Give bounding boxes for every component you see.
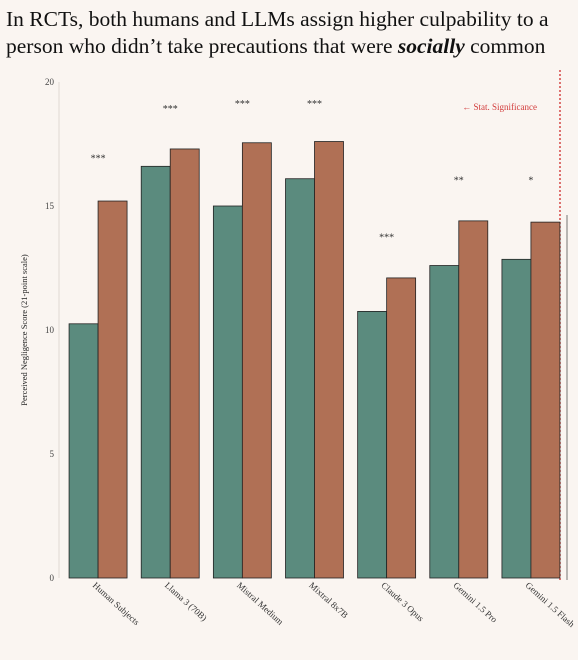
bar-series-2	[314, 141, 344, 579]
bar-series-1	[357, 310, 388, 579]
bar-series-1	[501, 258, 532, 579]
significance-marker: ***	[235, 99, 250, 110]
bar-series-1	[140, 165, 171, 579]
x-tick-label: Human Subjects	[91, 580, 142, 627]
bar-series-2	[241, 142, 272, 579]
x-tick-label: Mixtral 8x7B	[307, 580, 350, 620]
y-tick-label: 20	[45, 77, 55, 87]
y-axis-label: Perceived Negligence Score (21-point sca…	[19, 254, 29, 406]
bar-series-1	[68, 323, 99, 579]
x-tick-label: Claude 3 Opus	[379, 580, 426, 624]
significance-marker: ***	[91, 153, 106, 164]
significance-marker: ***	[307, 99, 322, 110]
bar-series-2	[530, 221, 561, 579]
title-emphasis: socially	[397, 34, 465, 58]
significance-marker: **	[454, 176, 464, 187]
x-tick-label: Gemini 1.5 Flash	[524, 580, 577, 629]
bar-series-2	[458, 220, 489, 579]
title-text-end: common	[464, 34, 546, 58]
bar-series-2	[169, 148, 200, 579]
significance-marker: ***	[163, 104, 178, 115]
significance-marker: ***	[379, 233, 394, 244]
bar-series-1	[429, 265, 460, 579]
significance-marker: *	[528, 176, 533, 187]
significance-legend: ← Stat. Significance	[462, 102, 537, 112]
y-tick-label: 15	[45, 201, 55, 211]
x-tick-label: Llama 3 (70B)	[163, 580, 209, 623]
x-tick-label: Gemini 1.5 Pro	[451, 580, 499, 625]
x-tick-label: Mistral Medium	[235, 580, 285, 627]
bars	[68, 141, 561, 579]
chart-title: In RCTs, both humans and LLMs assign hig…	[6, 6, 576, 60]
y-tick-label: 5	[50, 449, 55, 459]
title-text: In RCTs, both humans and LLMs assign hig…	[6, 7, 549, 58]
bar-series-1	[212, 205, 243, 579]
bar-series-1	[285, 178, 315, 579]
y-tick-label: 0	[50, 573, 55, 583]
bar-series-2	[97, 200, 128, 579]
bar-series-2	[386, 277, 417, 579]
y-tick-label: 10	[45, 325, 55, 335]
